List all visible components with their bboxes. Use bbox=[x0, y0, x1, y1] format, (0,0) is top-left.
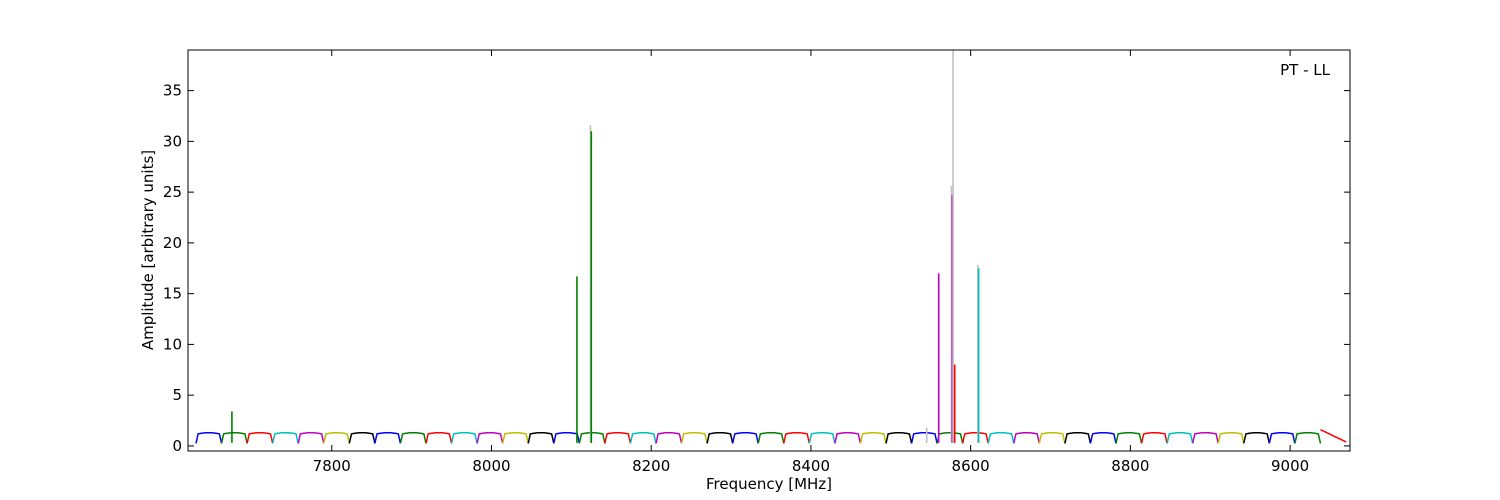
channel-series-line bbox=[885, 431, 913, 444]
channel-series-line bbox=[859, 431, 887, 444]
y-tick-label: 10 bbox=[163, 335, 182, 353]
y-tick-label: 5 bbox=[172, 386, 182, 404]
channel-series-line bbox=[1115, 431, 1143, 444]
plot-annotation: PT - LL bbox=[1280, 61, 1331, 79]
channel-series-line bbox=[936, 431, 964, 444]
channel-series-line bbox=[757, 431, 785, 444]
channel-series-line bbox=[450, 431, 478, 444]
x-tick-label: 8000 bbox=[472, 457, 510, 475]
y-tick-label: 20 bbox=[163, 234, 182, 252]
channel-series-line bbox=[399, 431, 427, 444]
channel-series-line bbox=[1166, 431, 1194, 444]
channel-series-line bbox=[1038, 431, 1066, 444]
channel-series-line bbox=[629, 431, 657, 444]
y-tick-label: 0 bbox=[172, 437, 182, 455]
x-tick-label: 8600 bbox=[952, 457, 990, 475]
channel-series-line bbox=[476, 431, 504, 444]
x-tick-label: 7800 bbox=[313, 457, 351, 475]
channel-series-line bbox=[706, 431, 734, 444]
channel-series-line bbox=[1320, 429, 1347, 443]
channel-series-line bbox=[604, 431, 632, 444]
channel-series-line bbox=[910, 431, 938, 444]
channel-series-line bbox=[374, 431, 402, 444]
channel-series-line bbox=[808, 431, 836, 444]
channel-series-line bbox=[1217, 431, 1245, 444]
channel-series-line bbox=[501, 431, 529, 444]
channel-series-line bbox=[1294, 431, 1322, 444]
x-axis: 7800 8000 8200 8400 8600 8800 9000 bbox=[313, 50, 1309, 475]
y-tick-label: 25 bbox=[163, 183, 182, 201]
y-tick-label: 30 bbox=[163, 132, 182, 150]
channel-series-line bbox=[553, 431, 581, 444]
y-axis: 0 5 10 15 20 25 30 35 bbox=[163, 82, 1350, 455]
x-tick-label: 8800 bbox=[1111, 457, 1149, 475]
y-tick-label: 35 bbox=[163, 82, 182, 100]
channel-series-line bbox=[220, 431, 248, 444]
series-layer bbox=[195, 429, 1347, 444]
channel-series-line bbox=[987, 431, 1015, 444]
channel-series-line bbox=[731, 431, 759, 444]
plot-frame bbox=[187, 49, 1351, 452]
x-tick-label: 8200 bbox=[632, 457, 670, 475]
channel-series-line bbox=[680, 431, 708, 444]
y-tick-label: 15 bbox=[163, 285, 182, 303]
channel-series-line bbox=[1243, 431, 1271, 444]
x-tick-label: 9000 bbox=[1271, 457, 1309, 475]
channel-series-line bbox=[297, 431, 325, 444]
channel-series-line bbox=[1140, 431, 1168, 444]
channel-series-line bbox=[1191, 431, 1219, 444]
channel-series-line bbox=[527, 431, 555, 444]
channel-series-line bbox=[348, 431, 376, 444]
channel-series-line bbox=[961, 431, 989, 444]
channel-series-line bbox=[783, 431, 811, 444]
spike-layer bbox=[231, 50, 980, 443]
y-axis-label: Amplitude [arbitrary units] bbox=[139, 150, 157, 350]
x-axis-label: Frequency [MHz] bbox=[706, 475, 832, 493]
channel-series-line bbox=[1064, 431, 1092, 444]
channel-series-line bbox=[1089, 431, 1117, 444]
channel-series-line bbox=[834, 431, 862, 444]
x-tick-label: 8400 bbox=[792, 457, 830, 475]
channel-series-line bbox=[271, 431, 299, 444]
channel-series-line bbox=[425, 431, 453, 444]
channel-series-line bbox=[1268, 431, 1296, 444]
channel-series-line bbox=[195, 431, 223, 444]
channel-series-line bbox=[246, 431, 274, 444]
channel-series-line bbox=[655, 431, 683, 444]
channel-series-line bbox=[323, 431, 351, 444]
channel-series-line bbox=[1013, 431, 1041, 444]
